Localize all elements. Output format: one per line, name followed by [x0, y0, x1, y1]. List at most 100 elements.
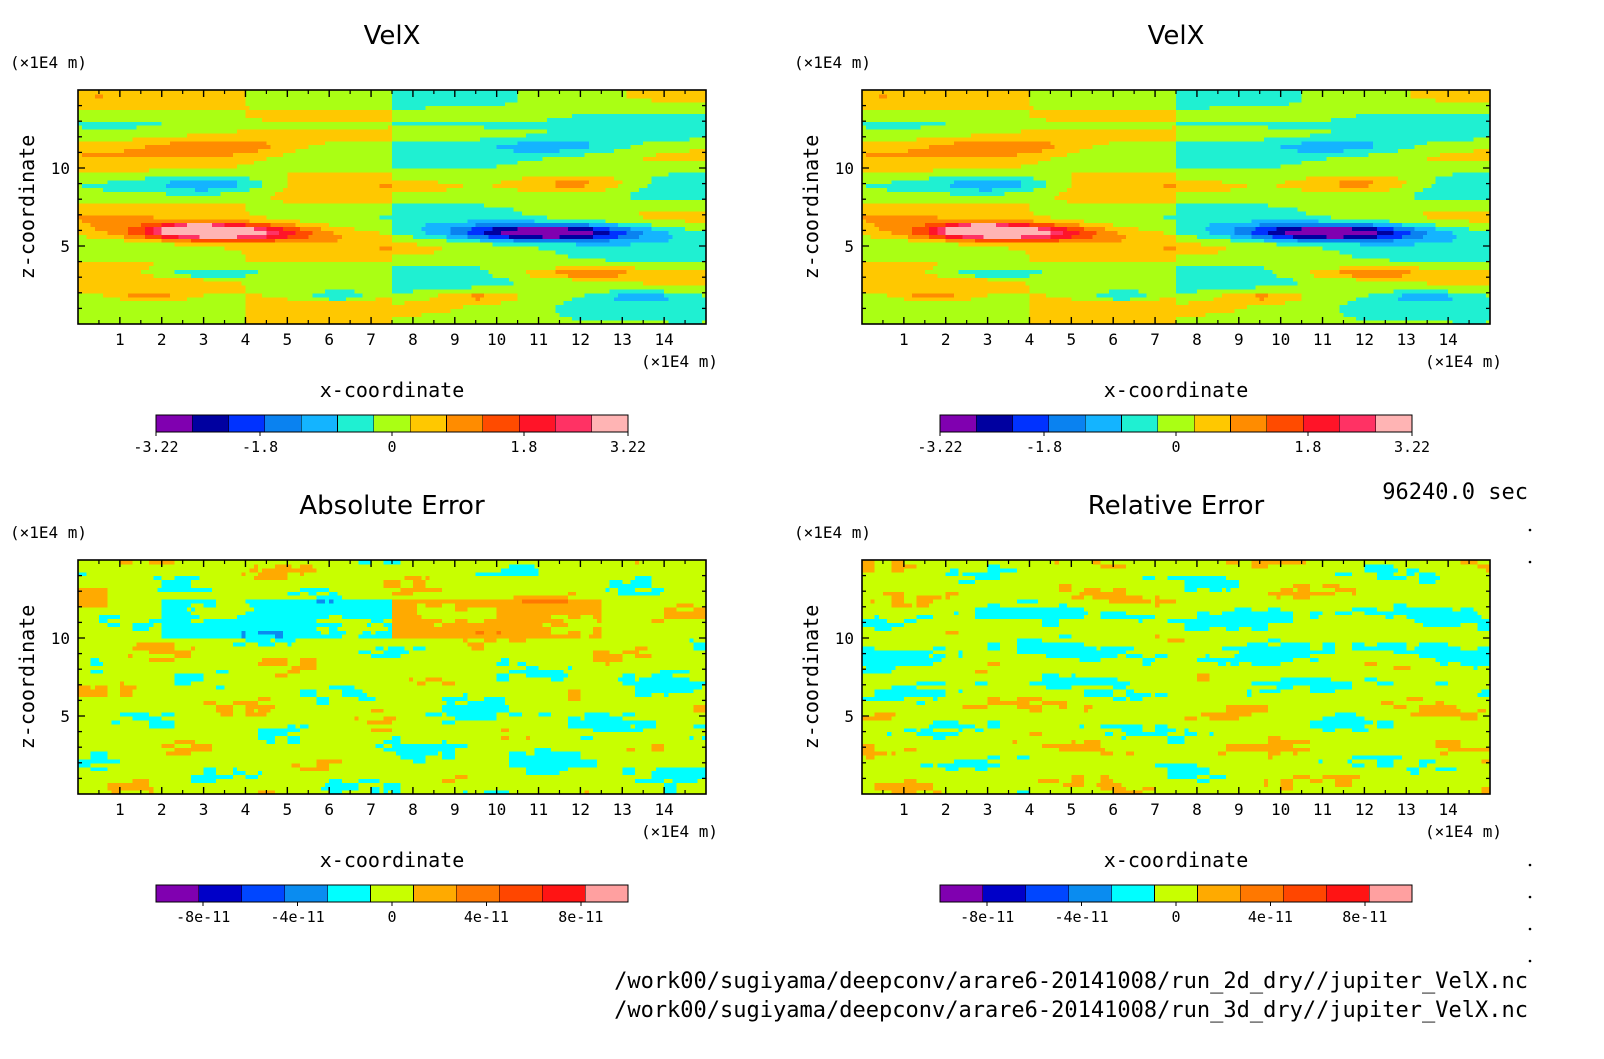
- heatmap-cell: [266, 226, 272, 231]
- heatmap-cell: [157, 230, 163, 235]
- heatmap-cell: [82, 195, 87, 200]
- heatmap-cell: [337, 273, 343, 278]
- heatmap-cell: [626, 273, 632, 278]
- heatmap-cell: [375, 253, 381, 259]
- heatmap-cell: [325, 249, 330, 255]
- heatmap-cell: [559, 199, 565, 204]
- heatmap-cell: [639, 300, 644, 306]
- heatmap-cell: [237, 253, 242, 259]
- heatmap-cell: [513, 207, 519, 212]
- heatmap-cell: [220, 207, 226, 212]
- heatmap-cell: [94, 234, 100, 239]
- heatmap-cell: [425, 234, 431, 239]
- heatmap-cell: [530, 281, 535, 286]
- heatmap-cell: [308, 261, 314, 267]
- heatmap-cell: [375, 214, 381, 220]
- heatmap-cell: [354, 226, 360, 231]
- heatmap-cell: [140, 269, 146, 274]
- heatmap-cell: [584, 285, 590, 290]
- heatmap-cell: [266, 210, 272, 216]
- heatmap-cell: [262, 300, 267, 306]
- heatmap-cell: [609, 261, 615, 267]
- heatmap-cell: [563, 234, 569, 239]
- heatmap-cell: [685, 234, 690, 239]
- heatmap-cell: [362, 246, 368, 251]
- heatmap-cell: [191, 285, 196, 290]
- heatmap-cell: [325, 265, 330, 270]
- heatmap-cell: [576, 316, 581, 321]
- heatmap-cell: [345, 210, 351, 216]
- heatmap-cell: [559, 296, 565, 302]
- heatmap-cell: [358, 300, 364, 306]
- heatmap-cell: [400, 214, 406, 220]
- heatmap-cell: [580, 304, 586, 309]
- heatmap-cell: [115, 214, 121, 220]
- heatmap-cell: [228, 273, 234, 278]
- heatmap-cell: [354, 257, 360, 263]
- heatmap-cell: [333, 199, 339, 204]
- heatmap-cell: [685, 320, 690, 325]
- heatmap-cell: [245, 203, 251, 208]
- heatmap-cell: [417, 203, 422, 208]
- heatmap-cell: [597, 249, 602, 255]
- heatmap-cell: [446, 210, 452, 216]
- heatmap-cell: [341, 199, 347, 204]
- heatmap-cell: [475, 292, 481, 298]
- heatmap-cell: [626, 207, 632, 212]
- heatmap-cell: [488, 261, 494, 267]
- heatmap-cell: [157, 214, 163, 220]
- heatmap-cell: [216, 304, 221, 309]
- heatmap-cell: [446, 257, 452, 263]
- heatmap-cell: [643, 277, 648, 282]
- heatmap-cell: [605, 234, 611, 239]
- heatmap-cell: [450, 308, 456, 313]
- heatmap-cell: [337, 226, 343, 231]
- heatmap-cell: [228, 308, 234, 313]
- heatmap-cell: [584, 203, 590, 208]
- heatmap-cell: [341, 249, 347, 255]
- heatmap-cell: [258, 191, 263, 196]
- heatmap-cell: [132, 214, 138, 220]
- heatmap-cell: [207, 214, 213, 220]
- heatmap-cell: [676, 312, 682, 317]
- heatmap-cell: [207, 296, 213, 302]
- heatmap-cell: [659, 265, 665, 270]
- heatmap-cell: [228, 242, 234, 247]
- heatmap-cell: [639, 234, 644, 239]
- heatmap-cell: [488, 222, 494, 228]
- heatmap-cell: [538, 281, 544, 286]
- heatmap-cell: [643, 304, 648, 309]
- heatmap-cell: [354, 246, 360, 251]
- heatmap-cell: [124, 210, 129, 216]
- heatmap-cell: [404, 273, 410, 278]
- heatmap-cell: [463, 246, 468, 251]
- heatmap-cell: [316, 285, 322, 290]
- heatmap-cell: [496, 300, 502, 306]
- heatmap-cell: [538, 253, 544, 259]
- heatmap-cell: [157, 316, 163, 321]
- heatmap-cell: [664, 304, 669, 309]
- heatmap-cell: [442, 277, 448, 282]
- heatmap-cell: [203, 226, 209, 231]
- heatmap-cell: [425, 296, 431, 302]
- heatmap-cell: [680, 292, 686, 298]
- heatmap-cell: [668, 304, 674, 309]
- heatmap-cell: [467, 230, 473, 235]
- heatmap-cell: [655, 257, 661, 263]
- heatmap-cell: [605, 265, 611, 270]
- heatmap-cell: [446, 281, 452, 286]
- heatmap-cell: [639, 320, 644, 325]
- heatmap-cell: [350, 285, 355, 290]
- heatmap-cell: [576, 207, 581, 212]
- heatmap-cell: [433, 218, 439, 224]
- heatmap-cell: [195, 249, 201, 255]
- heatmap-cell: [655, 292, 661, 298]
- heatmap-cell: [107, 222, 113, 228]
- heatmap-cell: [207, 281, 213, 286]
- heatmap-cell: [584, 195, 590, 200]
- heatmap-cell: [685, 257, 690, 263]
- heatmap-cell: [170, 207, 175, 212]
- heatmap-cell: [597, 300, 602, 306]
- heatmap-cell: [195, 210, 201, 216]
- heatmap-cell: [86, 257, 92, 263]
